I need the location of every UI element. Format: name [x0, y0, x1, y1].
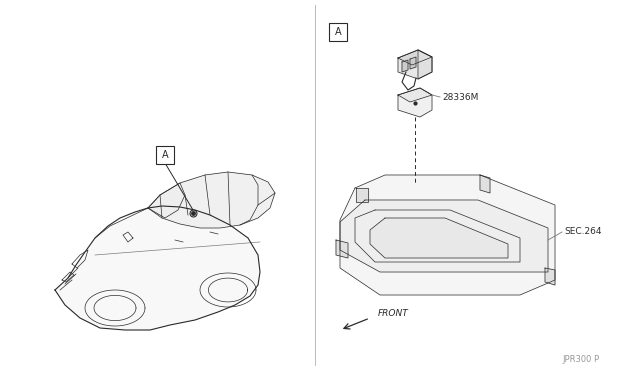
Polygon shape [148, 183, 185, 218]
Polygon shape [418, 50, 432, 79]
Polygon shape [480, 175, 490, 193]
Text: FRONT: FRONT [378, 308, 409, 317]
Text: A: A [162, 150, 168, 160]
Polygon shape [336, 240, 348, 258]
FancyBboxPatch shape [329, 23, 347, 41]
Polygon shape [340, 200, 548, 272]
Text: 28336M: 28336M [442, 93, 478, 102]
Polygon shape [398, 50, 432, 65]
Polygon shape [398, 88, 432, 102]
Polygon shape [340, 175, 555, 295]
Polygon shape [356, 188, 368, 202]
Polygon shape [148, 172, 275, 228]
Polygon shape [410, 57, 416, 69]
Polygon shape [55, 206, 260, 330]
Text: JPR300 P: JPR300 P [563, 356, 600, 365]
Polygon shape [398, 50, 432, 79]
Polygon shape [402, 60, 408, 72]
Polygon shape [370, 218, 508, 258]
Text: SEC.264: SEC.264 [564, 228, 602, 237]
FancyBboxPatch shape [156, 146, 174, 164]
Polygon shape [398, 88, 432, 117]
Text: A: A [335, 27, 341, 37]
Polygon shape [545, 268, 555, 285]
